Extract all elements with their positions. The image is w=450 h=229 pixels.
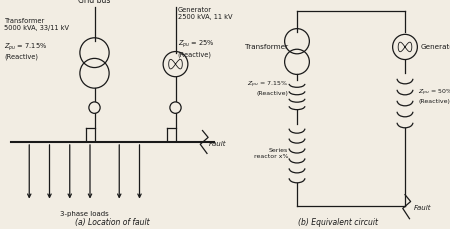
Text: Transformer: Transformer — [245, 44, 288, 50]
Text: Series
reactor x%: Series reactor x% — [253, 148, 288, 159]
Text: Generator
2500 kVA, 11 kV: Generator 2500 kVA, 11 kV — [178, 7, 232, 20]
Text: Fault: Fault — [209, 141, 227, 147]
Text: Fault: Fault — [414, 205, 432, 211]
Text: $Z_{pu}$ = 7.15%
(Reactive): $Z_{pu}$ = 7.15% (Reactive) — [4, 41, 48, 60]
Text: Transformer
5000 kVA, 33/11 kV: Transformer 5000 kVA, 33/11 kV — [4, 18, 69, 31]
Text: (a) Location of fault: (a) Location of fault — [75, 218, 150, 227]
Text: $Z_{pu}$ = 50%
(Reactive): $Z_{pu}$ = 50% (Reactive) — [418, 88, 450, 104]
Text: (b) Equivalent circuit: (b) Equivalent circuit — [297, 218, 378, 227]
Text: $Z_{pu}$ = 25%
(Reactive): $Z_{pu}$ = 25% (Reactive) — [178, 39, 215, 58]
Text: Generator: Generator — [421, 44, 450, 50]
Text: 3-phase loads: 3-phase loads — [60, 211, 109, 217]
Text: Grid bus: Grid bus — [78, 0, 111, 5]
Text: $Z_{pu}$ = 7.15%
(Reactive): $Z_{pu}$ = 7.15% (Reactive) — [247, 80, 288, 96]
